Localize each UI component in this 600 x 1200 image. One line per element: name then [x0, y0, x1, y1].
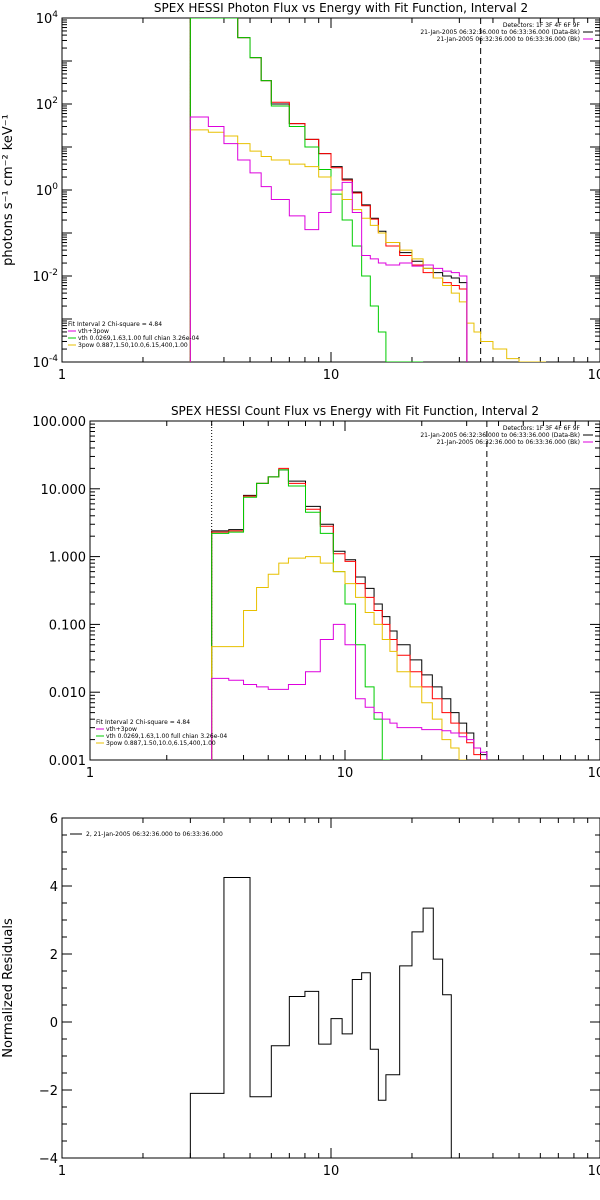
legend-text: vth 0.0269,1.63,1.00 full chian 3.26e-04 [106, 733, 227, 740]
y-tick-label: 0.001 [49, 754, 86, 769]
x-tick-label: 100 [588, 766, 600, 781]
x-tick-label: 10 [337, 766, 354, 781]
series-line-5 [211, 623, 488, 760]
series-line-1 [211, 469, 488, 760]
series-line-4 [189, 129, 547, 362]
y-tick-base: 10 [36, 98, 53, 113]
legend-text: 21-Jan-2005 06:32:36.000 to 06:33:36.000… [437, 36, 580, 43]
y-tick-base: 10 [32, 356, 49, 371]
y-tick-label: 6 [50, 812, 58, 827]
x-tick-label: 100 [588, 368, 600, 383]
y-tick-label: −2 [39, 1084, 58, 1099]
y-tick-base: 10 [36, 12, 53, 27]
legend-text: Detectors: 1F 3F 4F 6F 9F [503, 425, 581, 432]
series-line-4 [211, 556, 467, 760]
legend-text: 21-Jan-2005 06:32:36.000 to 06:33:36.000… [420, 29, 580, 36]
y-tick-label: 100.000 [32, 415, 86, 430]
y-tick-label: 0.010 [49, 686, 86, 701]
y-axis-label: photons s⁻¹ cm⁻² keV⁻¹ [1, 114, 16, 266]
legend-text: Fit Interval 2 Chi-square = 4.84 [68, 321, 162, 328]
y-tick-label: 4 [50, 880, 58, 895]
x-tick-label: 10 [323, 1164, 340, 1179]
y-tick-label: 100 [36, 182, 59, 199]
chart-title: SPEX HESSI Photon Flux vs Energy with Fi… [154, 1, 528, 15]
legend-text: Fit Interval 2 Chi-square = 4.84 [96, 719, 190, 726]
y-tick-label: 2 [50, 948, 58, 963]
series-line-5 [189, 116, 468, 362]
legend-text: 3pow 0.887,1.50,10.0,6.15,400,1.00 [78, 342, 188, 349]
chart-title: SPEX HESSI Count Flux vs Energy with Fit… [171, 404, 539, 418]
legend-text: 21-Jan-2005 06:32:36.000 to 06:33:36.000… [437, 439, 580, 446]
y-tick-exponent: 0 [52, 182, 58, 192]
series-line-1 [189, 877, 452, 1158]
x-tick-label: 1 [86, 766, 94, 781]
y-tick-label: 10-2 [32, 268, 58, 285]
series-line-3 [211, 469, 390, 760]
legend-text: 21-Jan-2005 06:32:36.000 to 06:33:36.000… [420, 432, 580, 439]
x-tick-label: 100 [588, 1164, 600, 1179]
legend-text: Detectors: 1F 3F 4F 6F 9F [503, 22, 581, 29]
y-tick-label: 104 [36, 10, 59, 27]
x-tick-label: 1 [58, 1164, 66, 1179]
y-tick-base: 10 [32, 270, 49, 285]
y-tick-exponent: 2 [52, 96, 58, 106]
y-tick-label: 10.000 [41, 483, 87, 498]
y-tick-exponent: -4 [49, 354, 58, 364]
y-tick-label: 0 [50, 1016, 58, 1031]
y-tick-exponent: 4 [52, 10, 58, 20]
legend-text: vth+3pow [106, 726, 137, 733]
series-line-2 [189, 18, 468, 362]
y-tick-base: 10 [36, 184, 53, 199]
plot-frame [61, 817, 600, 1159]
legend-text: 2, 21-Jan-2005 06:32:36.000 to 06:33:36.… [86, 831, 223, 838]
x-tick-label: 1 [58, 368, 66, 383]
y-tick-label: 1.000 [49, 551, 86, 566]
chart-panel-2: SPEX HESSI Count Flux vs Energy with Fit… [32, 404, 600, 781]
legend-text: vth 0.0269,1.63,1.00 full chian 3.26e-04 [78, 335, 199, 342]
y-tick-label: −4 [39, 1152, 58, 1167]
series-line-3 [189, 18, 424, 362]
legend-text: 3pow 0.887,1.50,10.0,6.15,400,1.00 [106, 740, 216, 747]
series-line-1 [189, 18, 468, 362]
legend-text: vth+3pow [78, 328, 109, 335]
y-tick-label: 102 [36, 96, 58, 113]
y-axis-label: Normalized Residuals [1, 918, 16, 1058]
x-tick-label: 10 [323, 368, 340, 383]
chart-panel-1: SPEX HESSI Photon Flux vs Energy with Fi… [1, 1, 600, 383]
y-tick-exponent: -2 [49, 268, 58, 278]
y-tick-label: 10-4 [32, 354, 58, 371]
chart-panel-3: 1 10 100 −4 −2 0 2 4 6 Normalized Residuals 2, 21-… [1, 812, 600, 1179]
y-tick-label: 0.100 [49, 618, 86, 633]
series-line-2 [211, 467, 487, 760]
